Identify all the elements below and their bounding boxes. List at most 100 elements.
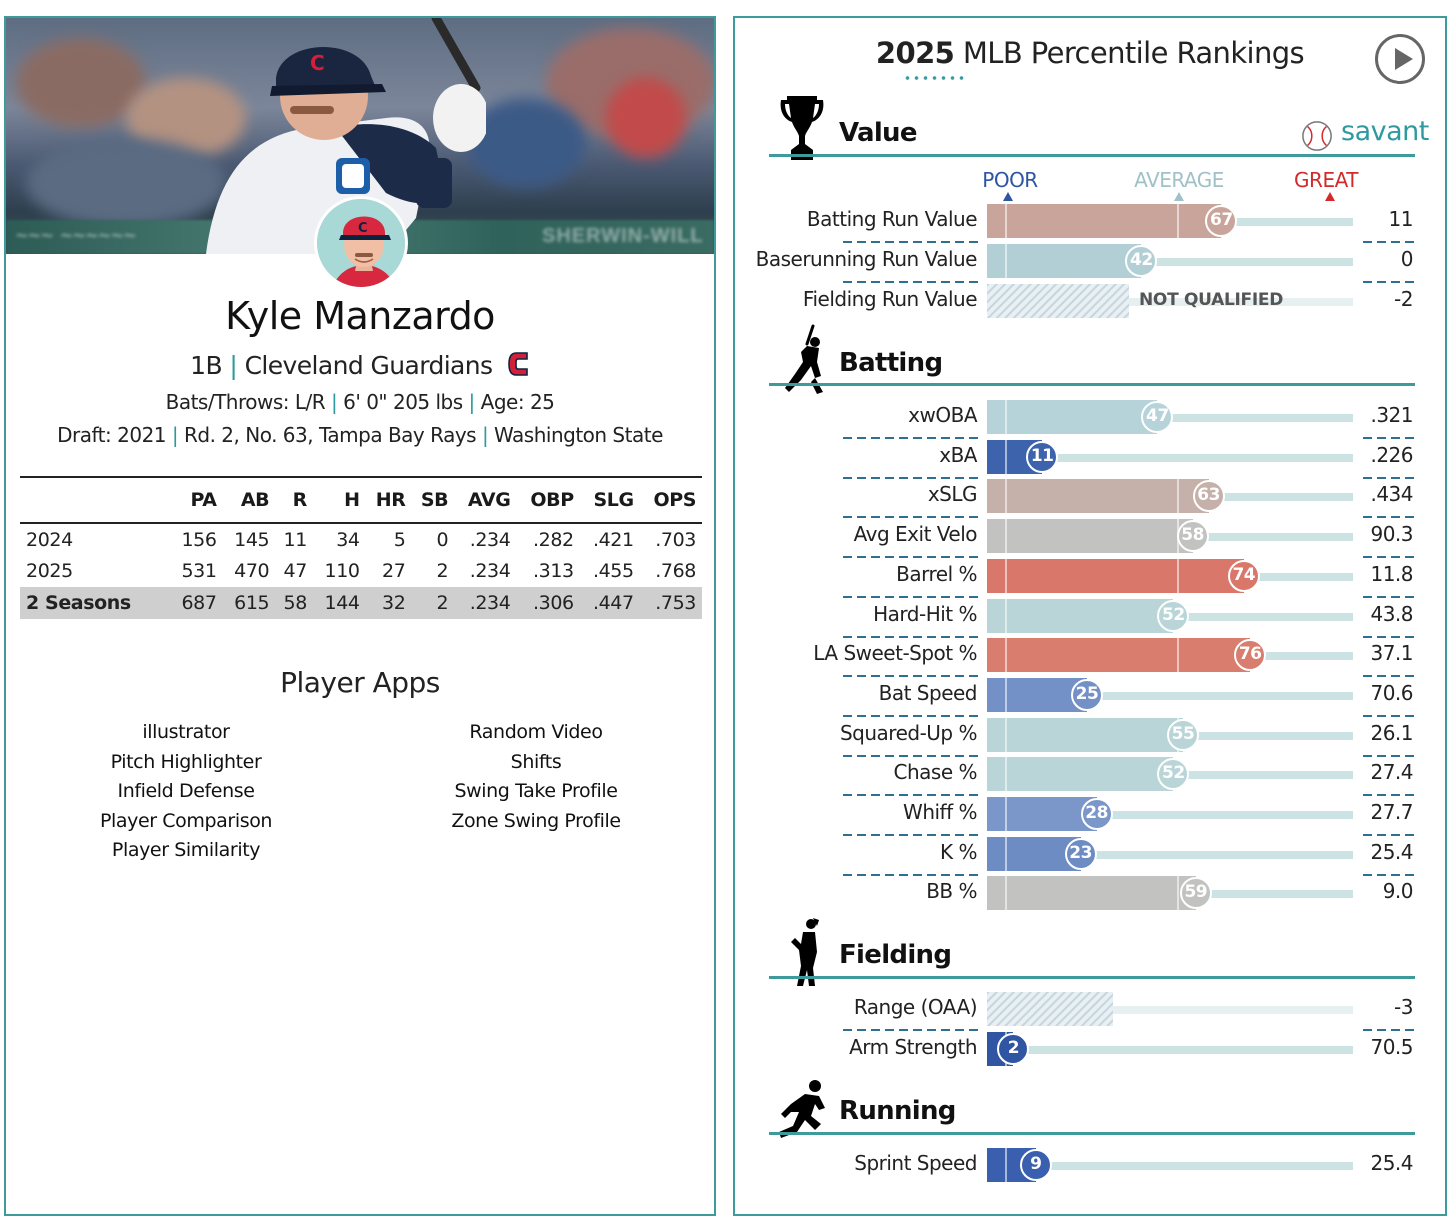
player-app-link[interactable]: Player Similarity bbox=[111, 839, 261, 861]
percentile-row[interactable]: Avg Exit Velo 58 90.3 bbox=[735, 517, 1445, 559]
row-divider bbox=[843, 595, 979, 598]
percentile-row[interactable]: K % 23 25.4 bbox=[735, 835, 1445, 876]
player-app-link[interactable]: Swing Take Profile bbox=[454, 780, 618, 802]
percentile-row[interactable]: Whiff % 28 27.7 bbox=[735, 795, 1445, 836]
stats-header-cell[interactable]: SB bbox=[411, 476, 455, 524]
guardians-logo-icon bbox=[508, 350, 530, 384]
stats-cell: .234 bbox=[454, 587, 517, 619]
stats-header-cell[interactable]: H bbox=[312, 476, 366, 524]
percentile-row[interactable]: Squared-Up % 55 26.1 bbox=[735, 716, 1445, 757]
stats-cell: 2024 bbox=[26, 528, 73, 551]
stats-header-cell[interactable]: R bbox=[275, 476, 313, 524]
percentile-row[interactable]: xBA 11 .226 bbox=[735, 438, 1445, 479]
scale-arrow-poor bbox=[1003, 192, 1013, 201]
player-app-link[interactable]: Infield Defense bbox=[117, 780, 255, 802]
row-divider bbox=[843, 714, 979, 717]
player-app-link[interactable]: illustrator bbox=[142, 721, 230, 743]
percentile-row[interactable]: Batting Run Value 67 11 bbox=[735, 202, 1445, 243]
average-tick bbox=[1177, 638, 1179, 673]
title-dots-decoration bbox=[903, 76, 967, 80]
scale-label-average: AVERAGE bbox=[1134, 168, 1224, 192]
stats-cell: 2 bbox=[436, 560, 449, 582]
player-app-link[interactable]: Random Video bbox=[469, 721, 603, 743]
stats-row: 2024 156 145 11 34 5 0 .234 .282 .421 .703 bbox=[20, 523, 702, 555]
player-position: 1B bbox=[190, 351, 223, 380]
stats-cell: .234 bbox=[469, 560, 511, 582]
percentile-row[interactable]: Hard-Hit % 52 43.8 bbox=[735, 597, 1445, 638]
bar-tick bbox=[1005, 439, 1007, 474]
percentile-row[interactable]: Baserunning Run Value 42 0 bbox=[735, 242, 1445, 283]
row-divider bbox=[843, 675, 979, 678]
metric-label: K % bbox=[940, 839, 977, 864]
percentile-row[interactable]: Range (OAA) -3 bbox=[735, 990, 1445, 1031]
draft-year: 2021 bbox=[117, 423, 167, 447]
percentile-bubble: 58 bbox=[1176, 520, 1209, 553]
stats-header-cell[interactable]: SLG bbox=[579, 476, 640, 524]
player-app-link[interactable]: Player Comparison bbox=[99, 809, 273, 832]
savant-brand-link[interactable]: savant bbox=[1341, 116, 1429, 147]
percentile-track bbox=[987, 1046, 1353, 1054]
player-app-link[interactable]: Pitch Highlighter bbox=[110, 750, 262, 773]
stats-cell: .447 bbox=[579, 587, 640, 619]
metric-value: 9.0 bbox=[1382, 879, 1414, 904]
percentile-title: 2025 MLB Percentile Rankings bbox=[875, 36, 1305, 70]
metric-value: 11 bbox=[1388, 207, 1414, 231]
bats-throws: L/R bbox=[294, 390, 326, 414]
percentile-bubble: 59 bbox=[1179, 877, 1212, 910]
stats-header-cell[interactable]: PA bbox=[169, 476, 223, 524]
metric-label: Batting Run Value bbox=[806, 207, 978, 231]
percentile-row[interactable]: Arm Strength 2 70.5 bbox=[735, 1030, 1445, 1070]
savant-baseball-icon bbox=[1301, 120, 1333, 152]
percentile-row[interactable]: Sprint Speed 9 25.4 bbox=[735, 1146, 1445, 1186]
player-name: Kyle Manzardo bbox=[225, 294, 495, 338]
percentile-bar bbox=[987, 598, 1174, 633]
metric-label: Avg Exit Velo bbox=[853, 522, 978, 547]
metric-label: Bat Speed bbox=[878, 680, 978, 705]
percentile-row[interactable]: BB % 59 9.0 bbox=[735, 874, 1445, 914]
percentile-track bbox=[987, 850, 1353, 859]
average-tick bbox=[1177, 204, 1179, 238]
bar-tick bbox=[1005, 204, 1007, 238]
bar-tick bbox=[1005, 519, 1007, 554]
percentile-row[interactable]: Chase % 52 27.4 bbox=[735, 755, 1445, 797]
percentile-row[interactable]: Bat Speed 25 70.6 bbox=[735, 676, 1445, 717]
stats-header-cell[interactable]: AB bbox=[222, 476, 276, 524]
trophy-icon bbox=[780, 96, 824, 160]
metric-value: 27.7 bbox=[1370, 800, 1413, 824]
stats-cell: 687 bbox=[169, 587, 223, 619]
stats-header-cell[interactable]: OPS bbox=[639, 476, 702, 524]
stats-cell: 145 bbox=[234, 528, 270, 551]
percentile-row[interactable]: Barrel % 74 11.8 bbox=[735, 557, 1445, 598]
player-card: ~~~ ~~~~~~ SHERWIN-WILL C C bbox=[4, 16, 716, 1216]
stats-header-cell[interactable]: AVG bbox=[454, 476, 517, 524]
career-stats-table: PA AB R H HR SB AVG OBP SLG OPS 2024 156 1… bbox=[20, 476, 702, 619]
stats-header-cell[interactable]: HR bbox=[365, 476, 412, 524]
percentile-row[interactable]: xwOBA 47 .321 bbox=[735, 398, 1445, 439]
percentile-row[interactable]: LA Sweet-Spot % 76 37.1 bbox=[735, 636, 1445, 678]
svg-text:C: C bbox=[310, 51, 325, 75]
scale-label-great: GREAT bbox=[1294, 168, 1358, 192]
metric-label: Whiff % bbox=[903, 800, 977, 824]
stats-cell: 47 bbox=[283, 560, 308, 582]
play-button[interactable] bbox=[1375, 34, 1425, 84]
bar-tick bbox=[1005, 638, 1007, 673]
stats-header-cell[interactable]: OBP bbox=[516, 476, 580, 524]
player-app-link[interactable]: Zone Swing Profile bbox=[451, 809, 621, 832]
percentile-row[interactable]: xSLG 63 .434 bbox=[735, 477, 1445, 519]
metric-label: xwOBA bbox=[908, 403, 977, 427]
school: Washington State bbox=[494, 423, 663, 447]
percentile-bar bbox=[987, 757, 1174, 792]
player-app-link[interactable]: Shifts bbox=[510, 750, 562, 773]
metric-value: 26.1 bbox=[1370, 720, 1413, 745]
metric-label: LA Sweet-Spot % bbox=[813, 641, 977, 666]
section-divider bbox=[769, 383, 1415, 386]
percentile-row[interactable]: Fielding Run Value NOT QUALIFIED -2 bbox=[735, 282, 1445, 322]
percentile-bar bbox=[987, 400, 1158, 434]
player-team[interactable]: Cleveland Guardians bbox=[244, 351, 493, 380]
percentile-bar bbox=[987, 558, 1244, 593]
row-divider bbox=[843, 516, 979, 519]
row-divider bbox=[843, 1029, 979, 1031]
percentile-track bbox=[987, 811, 1353, 819]
section-title-value: Value bbox=[839, 118, 918, 148]
row-divider bbox=[1363, 675, 1415, 678]
